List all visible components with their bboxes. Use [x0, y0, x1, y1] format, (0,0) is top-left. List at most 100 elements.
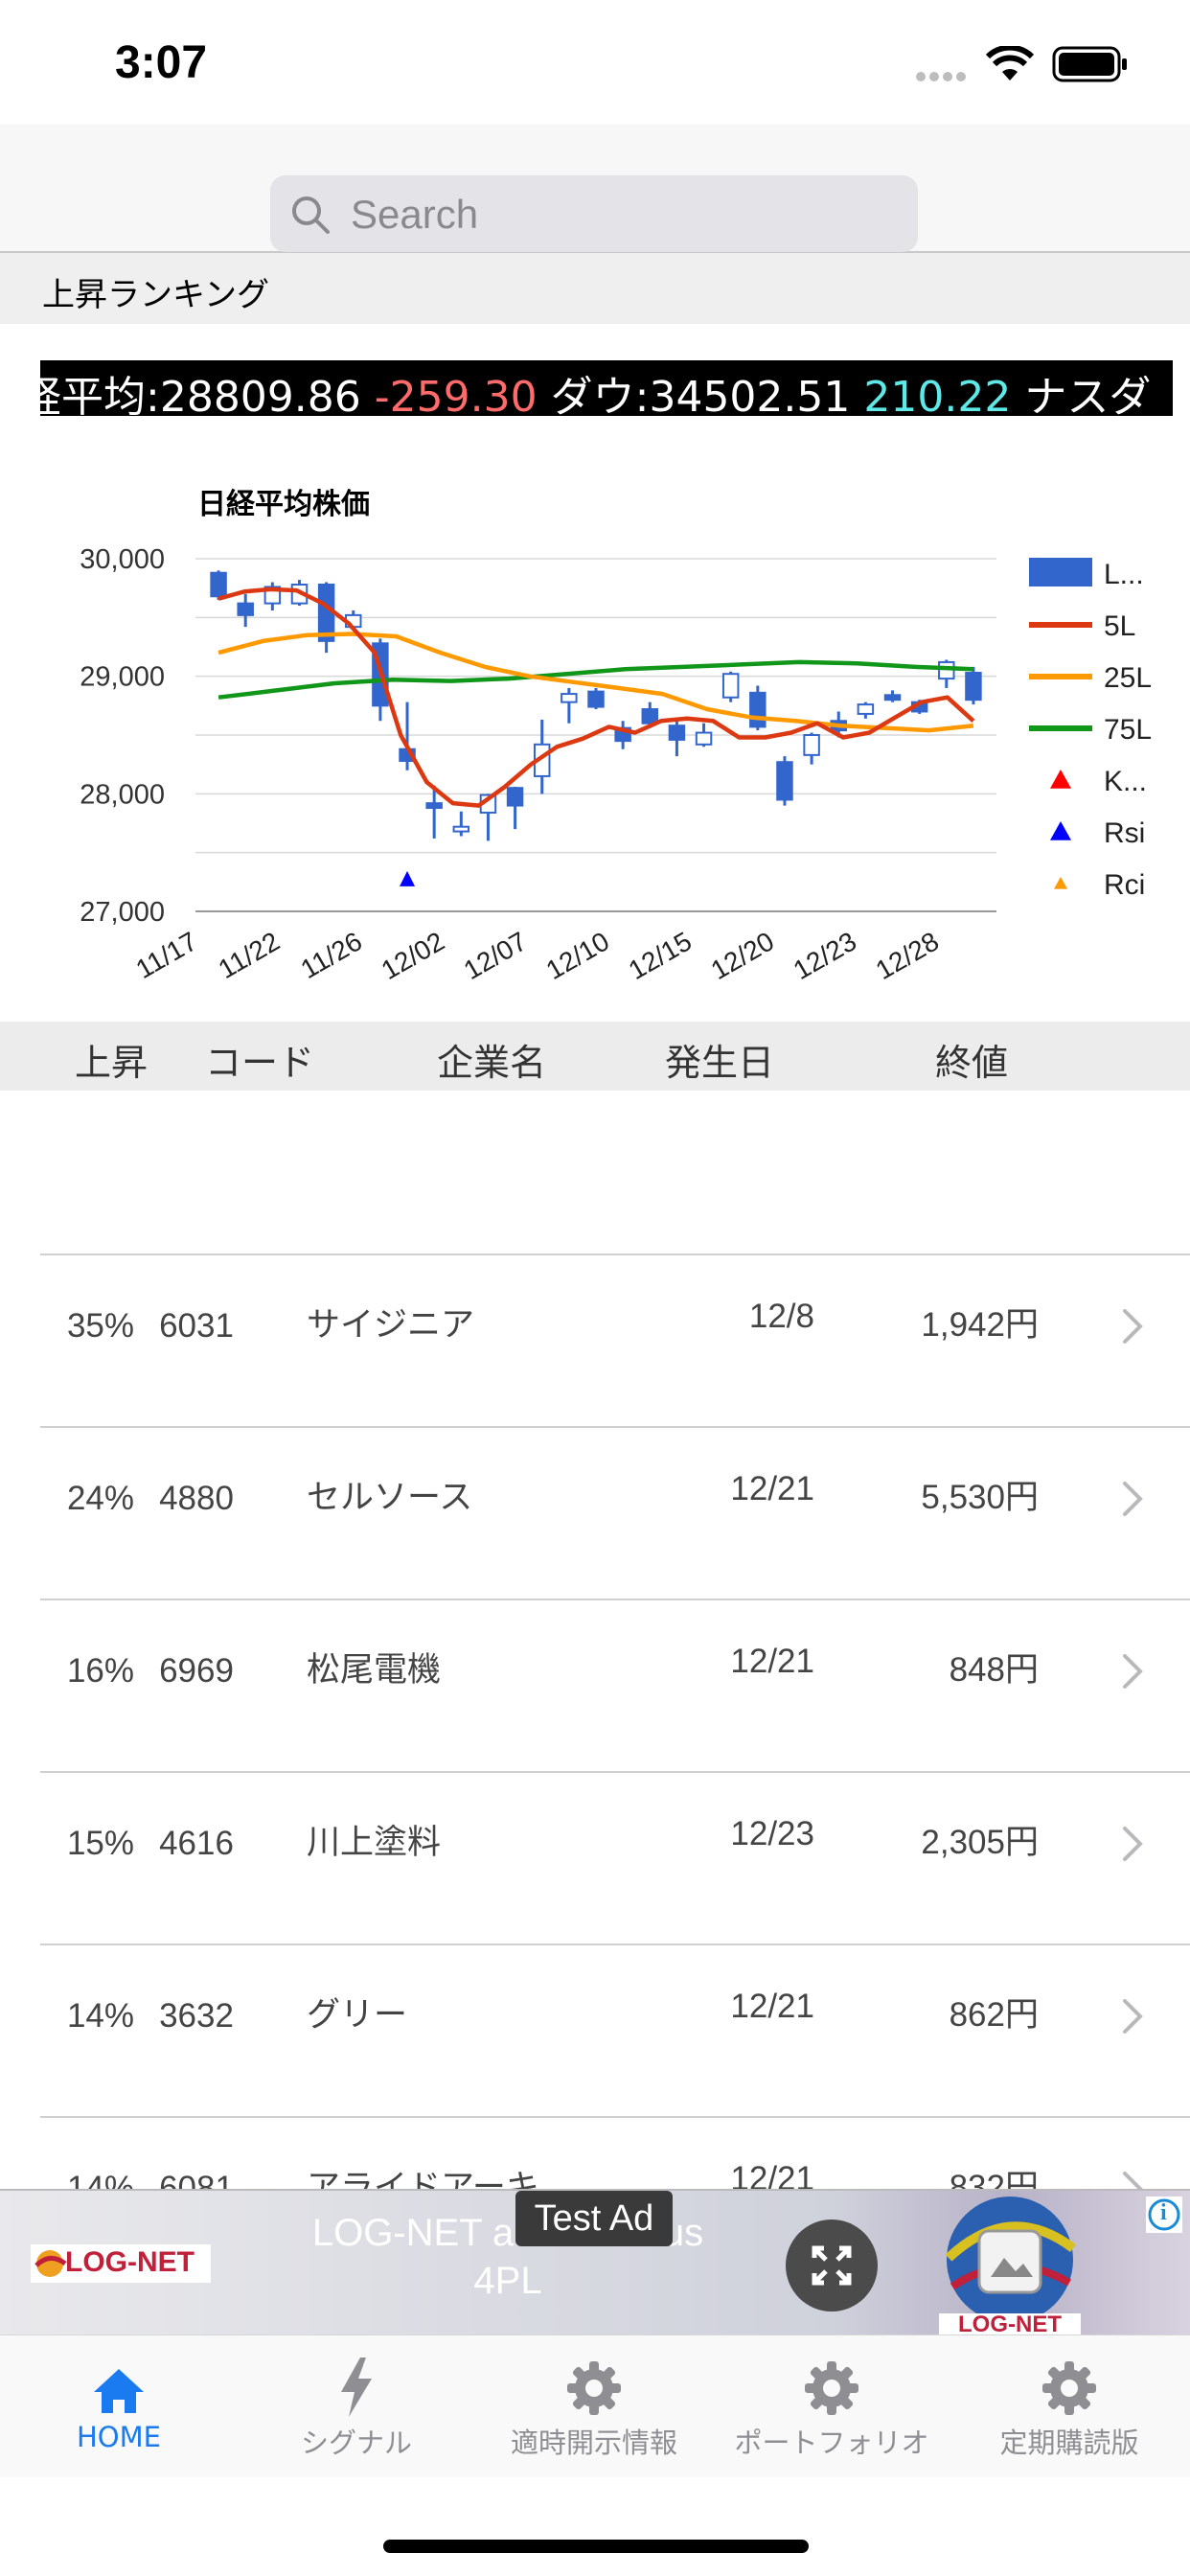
candle-body — [237, 602, 254, 616]
y-tick-label: 28,000 — [80, 779, 165, 810]
column-header-close: 終値 — [935, 1042, 1009, 1084]
row-close-price: 862円 — [949, 1996, 1039, 2034]
chevron-right-icon — [1121, 1997, 1144, 2039]
nikkei-chart: 日経平均株価 30,000 29,000 28,000 27,000 11/17 11/… — [0, 450, 1190, 1016]
candle-body — [776, 761, 793, 801]
candle-body — [452, 825, 470, 833]
legend-label: L... — [1104, 559, 1144, 590]
ad-banner[interactable]: LOG-NET LOG-NET autonomous 4PL Test Ad L… — [0, 2189, 1190, 2334]
ticker-dow-value: 34502.51 — [649, 373, 851, 416]
row-close-price: 2,305円 — [921, 1824, 1039, 1861]
column-header-rise: 上昇 — [75, 1042, 149, 1084]
tab-portfolio[interactable]: ポートフォリオ — [717, 2338, 947, 2472]
candle-body — [641, 708, 659, 724]
row-code: 6031 — [159, 1307, 234, 1345]
legend-label: Rsi — [1104, 817, 1145, 849]
row-rise: 14% — [66, 1997, 134, 2035]
ad-headline-2: 4PL — [473, 2260, 542, 2302]
tab-signal-label: シグナル — [300, 2426, 412, 2459]
ad-image-globe-icon: LOG-NET — [939, 2191, 1081, 2334]
y-tick-label: 29,000 — [80, 662, 165, 693]
candle-body — [506, 787, 524, 807]
legend-label: K... — [1104, 766, 1147, 797]
search-input[interactable] — [270, 175, 918, 252]
candle-body — [587, 690, 605, 708]
search-icon — [289, 194, 332, 240]
chevron-right-icon — [1121, 1307, 1144, 1349]
legend-item: L... — [1029, 558, 1144, 590]
table-row[interactable]: 14% 3632 グリー 12/21 862円 — [40, 1944, 1190, 2118]
tab-disclosure[interactable]: 適時開示情報 — [479, 2338, 709, 2472]
section-title: 上昇ランキング — [42, 276, 269, 314]
x-tick-label: 12/28 — [871, 926, 944, 985]
ticker-nikkei-label: 経平均: — [40, 373, 160, 416]
tab-subscription-label: 定期購読版 — [999, 2426, 1139, 2459]
chevron-right-icon — [1121, 1825, 1144, 1867]
ad-info-label: i — [1160, 2200, 1167, 2225]
legend-symbol — [1050, 821, 1071, 840]
search-placeholder: Search — [351, 192, 479, 237]
column-header-company: 企業名 — [437, 1042, 547, 1084]
ma25-line — [217, 632, 974, 733]
x-tick-label: 12/15 — [624, 926, 697, 985]
battery-icon — [1052, 46, 1129, 86]
table-row[interactable]: 16% 6969 松尾電機 12/21 848円 — [40, 1598, 1190, 1773]
tab-signal[interactable]: シグナル — [241, 2338, 471, 2472]
ad-info-icon[interactable]: i — [1146, 2196, 1182, 2233]
row-date: 12/21 — [730, 1988, 814, 2025]
legend-label: 5L — [1104, 610, 1135, 642]
row-close-price: 5,530円 — [921, 1479, 1039, 1516]
ticker-dow-change: 210.22 — [863, 373, 1012, 416]
column-header-code: コード — [205, 1042, 315, 1084]
legend-item: Rsi — [1050, 817, 1145, 849]
row-rise: 15% — [66, 1825, 134, 1862]
ad-logo-text: LOG-NET — [65, 2246, 195, 2278]
expand-icon[interactable] — [786, 2220, 878, 2312]
y-tick-label: 27,000 — [80, 897, 165, 928]
row-rise: 35% — [66, 1307, 134, 1345]
row-company-name: セルソース — [307, 1479, 473, 1516]
legend-label: Rci — [1104, 869, 1145, 901]
wifi-icon — [985, 44, 1035, 86]
home-icon — [92, 2367, 146, 2419]
gear-icon — [565, 2359, 623, 2421]
legend-item: 5L — [1029, 610, 1135, 642]
table-row[interactable]: 15% 4616 川上塗料 12/23 2,305円 — [40, 1771, 1190, 1945]
legend-symbol — [1050, 770, 1071, 789]
chevron-right-icon — [1121, 1480, 1144, 1522]
ticker-nikkei-change: -259.30 — [374, 373, 538, 416]
legend-item: K... — [1050, 766, 1147, 797]
candle-body — [695, 731, 713, 746]
tab-portfolio-label: ポートフォリオ — [734, 2426, 929, 2459]
x-tick-label: 12/10 — [541, 926, 614, 985]
tab-subscription[interactable]: 定期購読版 — [954, 2338, 1184, 2472]
legend-symbol — [1054, 877, 1067, 889]
column-header-date: 発生日 — [665, 1042, 775, 1084]
x-tick-label: 11/17 — [131, 926, 202, 984]
chevron-right-icon — [1121, 1652, 1144, 1694]
row-company-name: グリー — [307, 1996, 408, 2034]
row-company-name: 松尾電機 — [307, 1651, 442, 1689]
x-tick-label: 12/07 — [459, 926, 532, 985]
ticker-nasdaq-label: ナスダ — [1024, 373, 1152, 416]
row-rise: 24% — [66, 1480, 134, 1517]
x-tick-label: 12/23 — [789, 926, 861, 985]
row-date: 12/21 — [730, 1643, 814, 1680]
legend-label: 25L — [1104, 662, 1152, 694]
chart-title: 日経平均株価 — [197, 488, 370, 521]
section-header — [0, 253, 1190, 324]
candle-body — [425, 802, 443, 810]
tab-home[interactable]: HOME — [4, 2338, 234, 2472]
table-row[interactable]: 35% 6031 サイジニア 12/8 1,942円 — [40, 1254, 1190, 1428]
status-time: 3:07 — [115, 37, 208, 88]
candle-body — [883, 694, 902, 702]
table-row[interactable]: 24% 4880 セルソース 12/21 5,530円 — [40, 1426, 1190, 1600]
ad-headline-1: LOG-NET autonomous — [311, 2212, 704, 2254]
ad-image-text: LOG-NET — [958, 2312, 1062, 2334]
legend-item: 75L — [1029, 714, 1152, 746]
row-code: 6969 — [159, 1652, 234, 1690]
ticker-nikkei-value: 28809.86 — [159, 373, 361, 416]
test-ad-badge: Test Ad — [515, 2191, 673, 2246]
legend-item: Rci — [1054, 869, 1145, 901]
